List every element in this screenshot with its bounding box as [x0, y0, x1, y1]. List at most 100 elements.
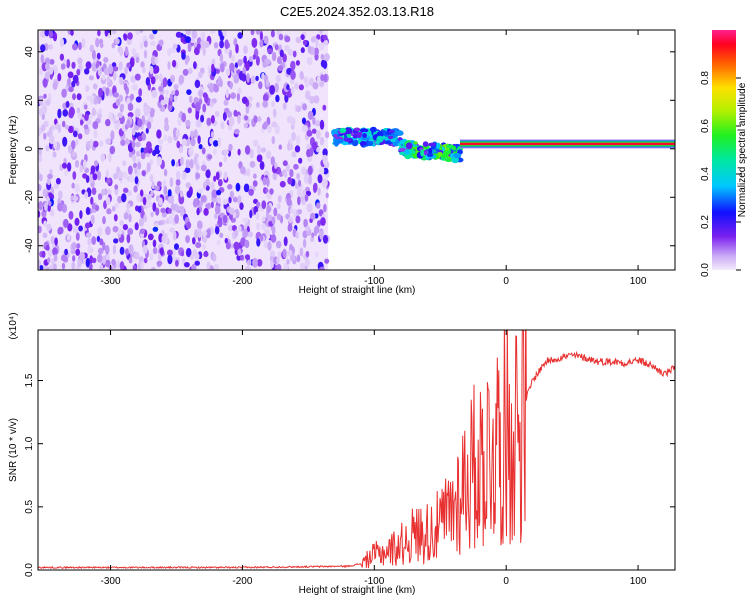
- spectrogram-noise-blob: [135, 150, 141, 157]
- spectrogram-noise-blob: [114, 38, 120, 45]
- spectrogram-noise-blob: [217, 179, 223, 187]
- colorbar-ticks: 0.0 0.2 0.4 0.6 0.8: [700, 71, 741, 277]
- spectrogram-noise-blob: [291, 151, 297, 158]
- spectrogram-noise-blob: [213, 263, 220, 270]
- spectrogram-noise-blob: [72, 255, 76, 262]
- spectrogram-noise-blob: [146, 162, 151, 173]
- spectrogram-noise-blob: [310, 236, 315, 242]
- spectrogram-noise-blob: [195, 242, 202, 249]
- spectrogram-noise-blob: [265, 233, 271, 240]
- spectrogram-noise-blob: [202, 181, 207, 190]
- spectrogram-noise-blob: [124, 46, 129, 57]
- spectrogram-noise-blob: [289, 254, 296, 262]
- spectrogram-noise-blob: [269, 85, 275, 95]
- spectrogram-noise-blob: [107, 30, 111, 34]
- spectrogram-noise-blob: [143, 214, 148, 223]
- spectrogram-noise-blob: [143, 257, 148, 264]
- spectrogram-noise-blob: [242, 217, 248, 224]
- spectrogram-noise-blob: [76, 107, 81, 114]
- spectrogram-signal-patch: [339, 127, 347, 133]
- spectrogram-noise-blob: [325, 192, 329, 199]
- spectrogram-noise-blob: [294, 82, 299, 90]
- spectrogram-signal-patch: [413, 141, 418, 145]
- spectrogram-noise-blob: [287, 249, 293, 256]
- spectrogram-noise-blob: [241, 96, 248, 104]
- spectrogram-noise-blob: [164, 117, 169, 125]
- spectrogram-noise-blob: [178, 195, 185, 205]
- spectrogram-noise-blob: [112, 172, 119, 180]
- spectrogram-noise-blob: [270, 30, 275, 38]
- spectrogram-noise-blob: [45, 144, 50, 152]
- spectrogram-noise-blob: [39, 68, 43, 75]
- spectrogram-noise-blob: [123, 82, 128, 91]
- spectrogram-noise-blob: [246, 168, 250, 177]
- spectrogram-noise-blob: [141, 170, 146, 177]
- snr-x-tick-label: 0: [503, 576, 509, 587]
- spectrogram-noise-blob: [286, 259, 290, 265]
- spectrogram-noise-blob: [119, 246, 125, 255]
- spectrogram-noise-blob: [54, 118, 58, 125]
- spectrogram-noise-blob: [295, 135, 301, 145]
- spectrogram-noise-blob: [98, 108, 103, 115]
- snr-y-axis-label: SNR (10 * v/v): [8, 418, 19, 482]
- spectrogram-noise-blob: [167, 61, 171, 70]
- spectrogram-noise-blob: [261, 200, 267, 210]
- spectrogram-noise-blob: [276, 263, 282, 270]
- spectrogram-noise-blob: [195, 110, 200, 120]
- spectrogram-noise-blob: [159, 39, 164, 47]
- spectrogram-noise-blob: [296, 173, 301, 180]
- spectrogram-noise-blob: [111, 258, 116, 266]
- spectrogram-noise-blob: [139, 228, 146, 235]
- snr-y-multiplier: (x10⁴): [8, 312, 19, 339]
- spectrogram-noise-blob: [203, 207, 209, 216]
- spectrogram-noise-blob: [137, 135, 143, 142]
- spectrogram-noise-blob: [61, 203, 68, 213]
- spectrogram-noise-blob: [135, 108, 141, 118]
- spectrogram-noise-blob: [212, 253, 217, 262]
- spectrogram-noise-blob: [306, 203, 313, 213]
- spectrogram-noise-blob: [45, 99, 51, 106]
- spectrogram-noise-blob: [63, 218, 69, 228]
- spectrogram-noise-blob: [128, 174, 134, 183]
- spectrogram-noise-blob: [95, 37, 100, 48]
- spectrogram-noise-blob: [229, 190, 234, 199]
- spectrogram-noise-blob: [205, 185, 210, 191]
- spectrogram-noise-blob: [88, 174, 94, 184]
- spectrogram-noise-blob: [150, 211, 154, 218]
- spectrogram-noise-blob: [86, 95, 91, 102]
- spectrogram-noise-blob: [192, 237, 196, 245]
- spectrogram-noise-blob: [84, 113, 89, 122]
- spectrogram-noise-blob: [175, 161, 179, 168]
- spectrogram-noise-blob: [206, 117, 212, 126]
- spectrogram-noise-blob: [179, 190, 184, 198]
- spectrogram-noise-blob: [68, 125, 74, 134]
- spectrogram-noise-blob: [38, 148, 42, 156]
- snr-series-line: [38, 330, 675, 570]
- spectrogram-noise-blob: [99, 38, 104, 45]
- spectrogram-noise-blob: [279, 49, 284, 58]
- spectrogram-noise-blob: [158, 138, 164, 145]
- spectrogram-noise-blob: [225, 88, 229, 99]
- spectrogram-noise-blob: [160, 99, 167, 106]
- spectrogram-noise-blob: [181, 52, 186, 60]
- spectrogram-noise-blob: [169, 227, 175, 233]
- spectrogram-noise-blob: [277, 251, 282, 258]
- spectrogram-noise-blob: [113, 92, 119, 98]
- spectrogram-noise-blob: [244, 145, 251, 155]
- spectrogram-noise-blob: [298, 84, 304, 91]
- spectrogram-noise-blob: [38, 210, 41, 218]
- spectrogram-noise-blob: [224, 39, 229, 50]
- spectrogram-noise-blob: [91, 107, 96, 117]
- spectrogram-noise-blob: [286, 198, 292, 207]
- spectrogram-noise-blob: [261, 222, 267, 231]
- spectrogram-noise-blob: [194, 260, 200, 266]
- spectrogram-noise-blob: [214, 205, 221, 215]
- spectrogram-noise-blob: [231, 54, 235, 62]
- spectrogram-noise-blob: [213, 175, 217, 182]
- spectrogram-noise-blob: [133, 251, 140, 260]
- spectrogram-noise-blob: [319, 119, 325, 130]
- spectrogram-noise-blob: [271, 216, 276, 225]
- spectrogram-noise-blob: [126, 233, 131, 244]
- spectrogram-noise-blob: [161, 235, 166, 244]
